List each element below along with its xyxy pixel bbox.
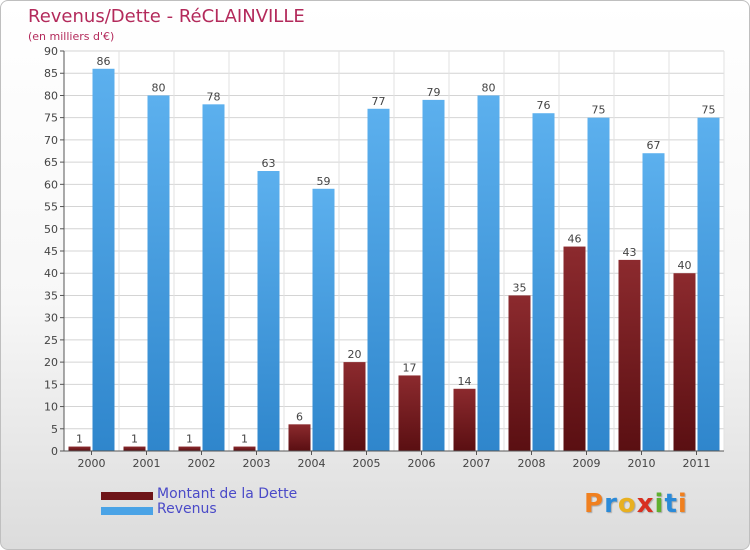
bar-dette-2006 — [398, 375, 421, 451]
data-label-dette-2003: 1 — [241, 433, 248, 446]
x-tick-label-2001: 2001 — [133, 457, 161, 470]
bar-dette-2010 — [618, 259, 641, 451]
data-label-revenus-2005: 77 — [372, 95, 386, 108]
data-label-revenus-2003: 63 — [262, 157, 276, 170]
bar-dette-2005 — [343, 362, 366, 451]
data-label-revenus-2008: 76 — [537, 99, 551, 112]
y-tick-label: 70 — [44, 134, 58, 147]
x-tick-label-2007: 2007 — [463, 457, 491, 470]
data-label-revenus-2001: 80 — [152, 81, 166, 94]
legend-label-revenus: Revenus — [157, 501, 217, 517]
bar-dette-2009 — [563, 246, 586, 451]
y-tick-label: 20 — [44, 356, 58, 369]
data-label-revenus-2011: 75 — [702, 104, 716, 117]
y-tick-label: 60 — [44, 178, 58, 191]
data-label-dette-2007: 14 — [458, 375, 472, 388]
data-label-dette-2008: 35 — [513, 281, 527, 294]
data-label-dette-2005: 20 — [348, 348, 362, 361]
bar-dette-2002 — [178, 446, 201, 451]
legend-label-dette: Montant de la Dette — [157, 486, 298, 502]
y-tick-label: 0 — [51, 445, 58, 458]
bar-dette-2008 — [508, 295, 531, 451]
data-label-revenus-2007: 80 — [482, 81, 496, 94]
bar-dette-2007 — [453, 388, 476, 451]
proxiti-logo: Proxiti — [584, 489, 688, 519]
bar-revenus-2004 — [312, 188, 335, 451]
x-tick-label-2009: 2009 — [573, 457, 601, 470]
y-tick-label: 10 — [44, 401, 58, 414]
bar-dette-2011 — [673, 273, 696, 451]
data-label-revenus-2006: 79 — [427, 86, 441, 99]
bar-revenus-2001 — [147, 95, 170, 451]
x-tick-label-2002: 2002 — [188, 457, 216, 470]
bar-revenus-2006 — [422, 99, 445, 451]
chart-subtitle: (en milliers d'€) — [28, 30, 115, 43]
data-label-dette-2004: 6 — [296, 410, 303, 423]
chart-title: Revenus/Dette - RéCLAINVILLE — [28, 6, 305, 27]
y-tick-label: 40 — [44, 267, 58, 280]
data-label-revenus-2009: 75 — [592, 104, 606, 117]
x-tick-label-2011: 2011 — [683, 457, 711, 470]
data-label-dette-2011: 40 — [678, 259, 692, 272]
bar-revenus-2007 — [477, 95, 500, 451]
bar-dette-2001 — [123, 446, 146, 451]
data-label-dette-2009: 46 — [568, 233, 582, 246]
y-tick-label: 30 — [44, 312, 58, 325]
data-label-revenus-2004: 59 — [317, 175, 331, 188]
data-label-dette-2006: 17 — [403, 361, 417, 374]
data-label-revenus-2010: 67 — [647, 139, 661, 152]
y-tick-label: 65 — [44, 156, 58, 169]
data-label-dette-2002: 1 — [186, 433, 193, 446]
bar-revenus-2011 — [697, 117, 720, 452]
data-label-dette-2000: 1 — [76, 433, 83, 446]
bar-revenus-2009 — [587, 117, 610, 452]
y-tick-label: 15 — [44, 378, 58, 391]
bar-revenus-2003 — [257, 171, 280, 451]
y-tick-label: 80 — [44, 89, 58, 102]
data-label-revenus-2000: 86 — [97, 55, 111, 68]
y-tick-label: 90 — [44, 45, 58, 58]
bar-revenus-2010 — [642, 153, 665, 451]
x-tick-label-2003: 2003 — [243, 457, 271, 470]
x-tick-label-2000: 2000 — [78, 457, 106, 470]
x-tick-label-2006: 2006 — [408, 457, 436, 470]
legend-swatch-revenus — [101, 507, 153, 515]
bar-revenus-2000 — [92, 68, 115, 452]
data-label-dette-2010: 43 — [623, 246, 637, 259]
bar-dette-2003 — [233, 446, 256, 451]
bar-dette-2000 — [68, 446, 91, 451]
y-tick-label: 85 — [44, 67, 58, 80]
x-tick-label-2005: 2005 — [353, 457, 381, 470]
y-tick-label: 55 — [44, 201, 58, 214]
x-tick-label-2010: 2010 — [628, 457, 656, 470]
legend-swatch-dette — [101, 492, 153, 500]
y-tick-label: 35 — [44, 289, 58, 302]
data-label-dette-2001: 1 — [131, 433, 138, 446]
y-tick-label: 25 — [44, 334, 58, 347]
bar-revenus-2005 — [367, 108, 390, 452]
bar-dette-2004 — [288, 424, 311, 451]
x-tick-label-2004: 2004 — [298, 457, 326, 470]
bar-revenus-2008 — [532, 113, 555, 451]
y-tick-label: 75 — [44, 112, 58, 125]
y-tick-label: 45 — [44, 245, 58, 258]
y-tick-label: 5 — [51, 423, 58, 436]
x-tick-label-2008: 2008 — [518, 457, 546, 470]
data-label-revenus-2002: 78 — [207, 90, 221, 103]
y-tick-label: 50 — [44, 223, 58, 236]
bar-revenus-2002 — [202, 104, 225, 451]
